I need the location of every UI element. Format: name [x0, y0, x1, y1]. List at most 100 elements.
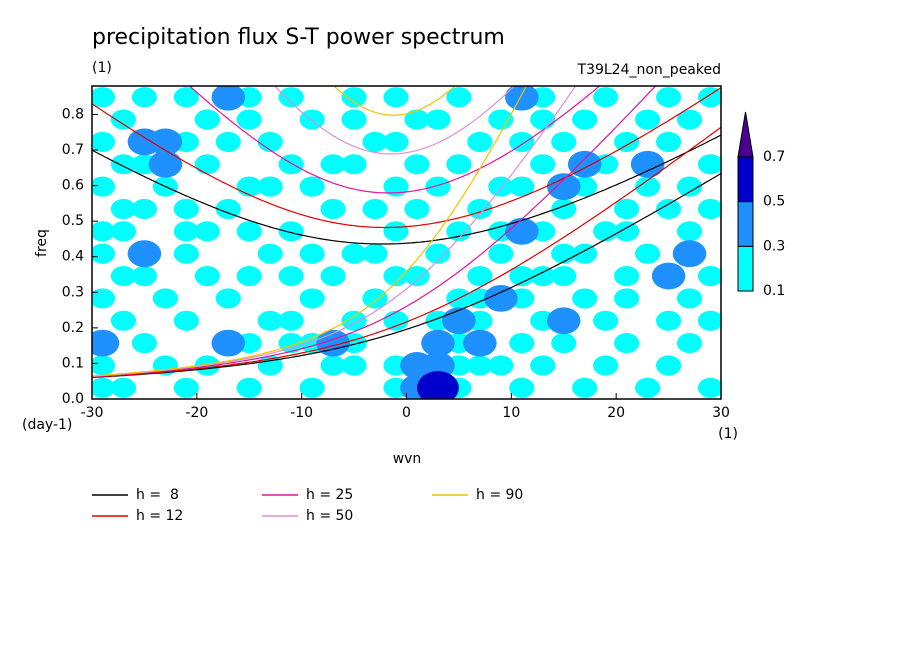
- field-cell: [467, 265, 493, 287]
- field-cell: [697, 310, 721, 331]
- field-cell: [220, 158, 237, 171]
- field-cell: [451, 135, 468, 148]
- field-cell: [257, 131, 283, 152]
- field-cell: [471, 90, 488, 103]
- field-cell: [488, 176, 514, 197]
- field-cell: [618, 247, 635, 260]
- field-cell: [656, 198, 682, 220]
- field-cell: [492, 381, 509, 394]
- field-cell: [572, 288, 598, 309]
- field-cell: [92, 176, 116, 197]
- dispersion-curve: [274, 86, 516, 155]
- field-cell: [681, 381, 698, 394]
- x-tick-label: 20: [607, 405, 625, 421]
- field-cell: [320, 198, 346, 220]
- field-cell: [409, 90, 426, 103]
- field-cell: [199, 247, 216, 260]
- field-cell: [173, 87, 199, 108]
- field-cell: [697, 198, 721, 220]
- field-cell: [257, 243, 283, 264]
- field-cell: [241, 292, 258, 305]
- field-cell: [325, 247, 342, 260]
- field-cell: [220, 314, 237, 327]
- field-cell: [94, 158, 111, 171]
- field-cell: [92, 131, 116, 152]
- field-cell: [367, 113, 384, 126]
- field-cell: [551, 131, 577, 152]
- field-cell: [92, 355, 116, 376]
- field-cell: [639, 225, 656, 238]
- y-tick-label: 0.8: [62, 106, 84, 122]
- field-cell: [530, 154, 556, 175]
- field-cell: [236, 265, 262, 287]
- field-cell: [127, 240, 162, 268]
- field-cell: [488, 355, 514, 376]
- field-cell: [178, 336, 195, 349]
- field-cell: [278, 333, 304, 354]
- field-cell: [676, 221, 703, 242]
- field-cell: [614, 265, 640, 287]
- field-cell: [614, 131, 640, 152]
- field-cell: [614, 288, 640, 309]
- field-cell: [383, 176, 409, 197]
- field-cell: [346, 180, 363, 193]
- field-cell: [555, 359, 572, 372]
- field-cell: [660, 381, 677, 394]
- y-unit: (day-1): [22, 417, 72, 433]
- field-cell: [614, 198, 640, 220]
- field-cell: [278, 87, 304, 108]
- field-cell: [430, 158, 447, 171]
- field-cell: [513, 113, 530, 126]
- field-cell: [94, 269, 111, 282]
- field-cell: [442, 307, 476, 335]
- field-cell: [304, 269, 321, 282]
- x-tick-label: -30: [81, 405, 104, 421]
- field-cell: [262, 292, 279, 305]
- field-cell: [618, 113, 635, 126]
- field-cell: [409, 247, 426, 260]
- field-cell: [110, 221, 137, 242]
- field-cell: [283, 359, 300, 372]
- field-cell: [639, 359, 656, 372]
- field-cell: [409, 135, 426, 148]
- x-tick-label: 10: [502, 405, 520, 421]
- field-cell: [199, 381, 216, 394]
- field-cell: [681, 202, 698, 215]
- field-cell: [534, 135, 551, 148]
- subtitle: (1): [92, 60, 112, 76]
- field-cell: [136, 359, 153, 372]
- field-cell: [656, 87, 682, 108]
- field-cell: [131, 333, 157, 354]
- field-cell: [546, 307, 581, 335]
- field-cell: [136, 113, 153, 126]
- field-cell: [283, 247, 300, 260]
- field-cell: [194, 265, 220, 287]
- field-cell: [115, 90, 132, 103]
- field-cell: [421, 329, 455, 357]
- field-cell: [241, 202, 258, 215]
- field-cell: [241, 247, 258, 260]
- field-cell: [471, 180, 488, 193]
- field-cell: [362, 131, 388, 152]
- field-cell: [320, 265, 346, 287]
- field-cell: [110, 198, 137, 220]
- field-cell: [492, 158, 509, 171]
- field-cell: [194, 154, 220, 175]
- field-cell: [92, 329, 120, 357]
- field-cell: [672, 240, 707, 268]
- field-cell: [660, 292, 677, 305]
- field-cell: [388, 202, 405, 215]
- field-cell: [299, 288, 325, 309]
- field-cell: [110, 265, 137, 287]
- field-cell: [656, 310, 682, 331]
- colorbar-label: 0.1: [763, 283, 785, 299]
- field-cell: [597, 269, 614, 282]
- field-cell: [304, 202, 321, 215]
- field-cell: [425, 109, 451, 130]
- field-cell: [597, 381, 614, 394]
- field-cell: [325, 90, 342, 103]
- field-cell: [551, 333, 577, 354]
- field-cell: [304, 158, 321, 171]
- field-cell: [92, 288, 116, 309]
- field-cell: [362, 288, 388, 309]
